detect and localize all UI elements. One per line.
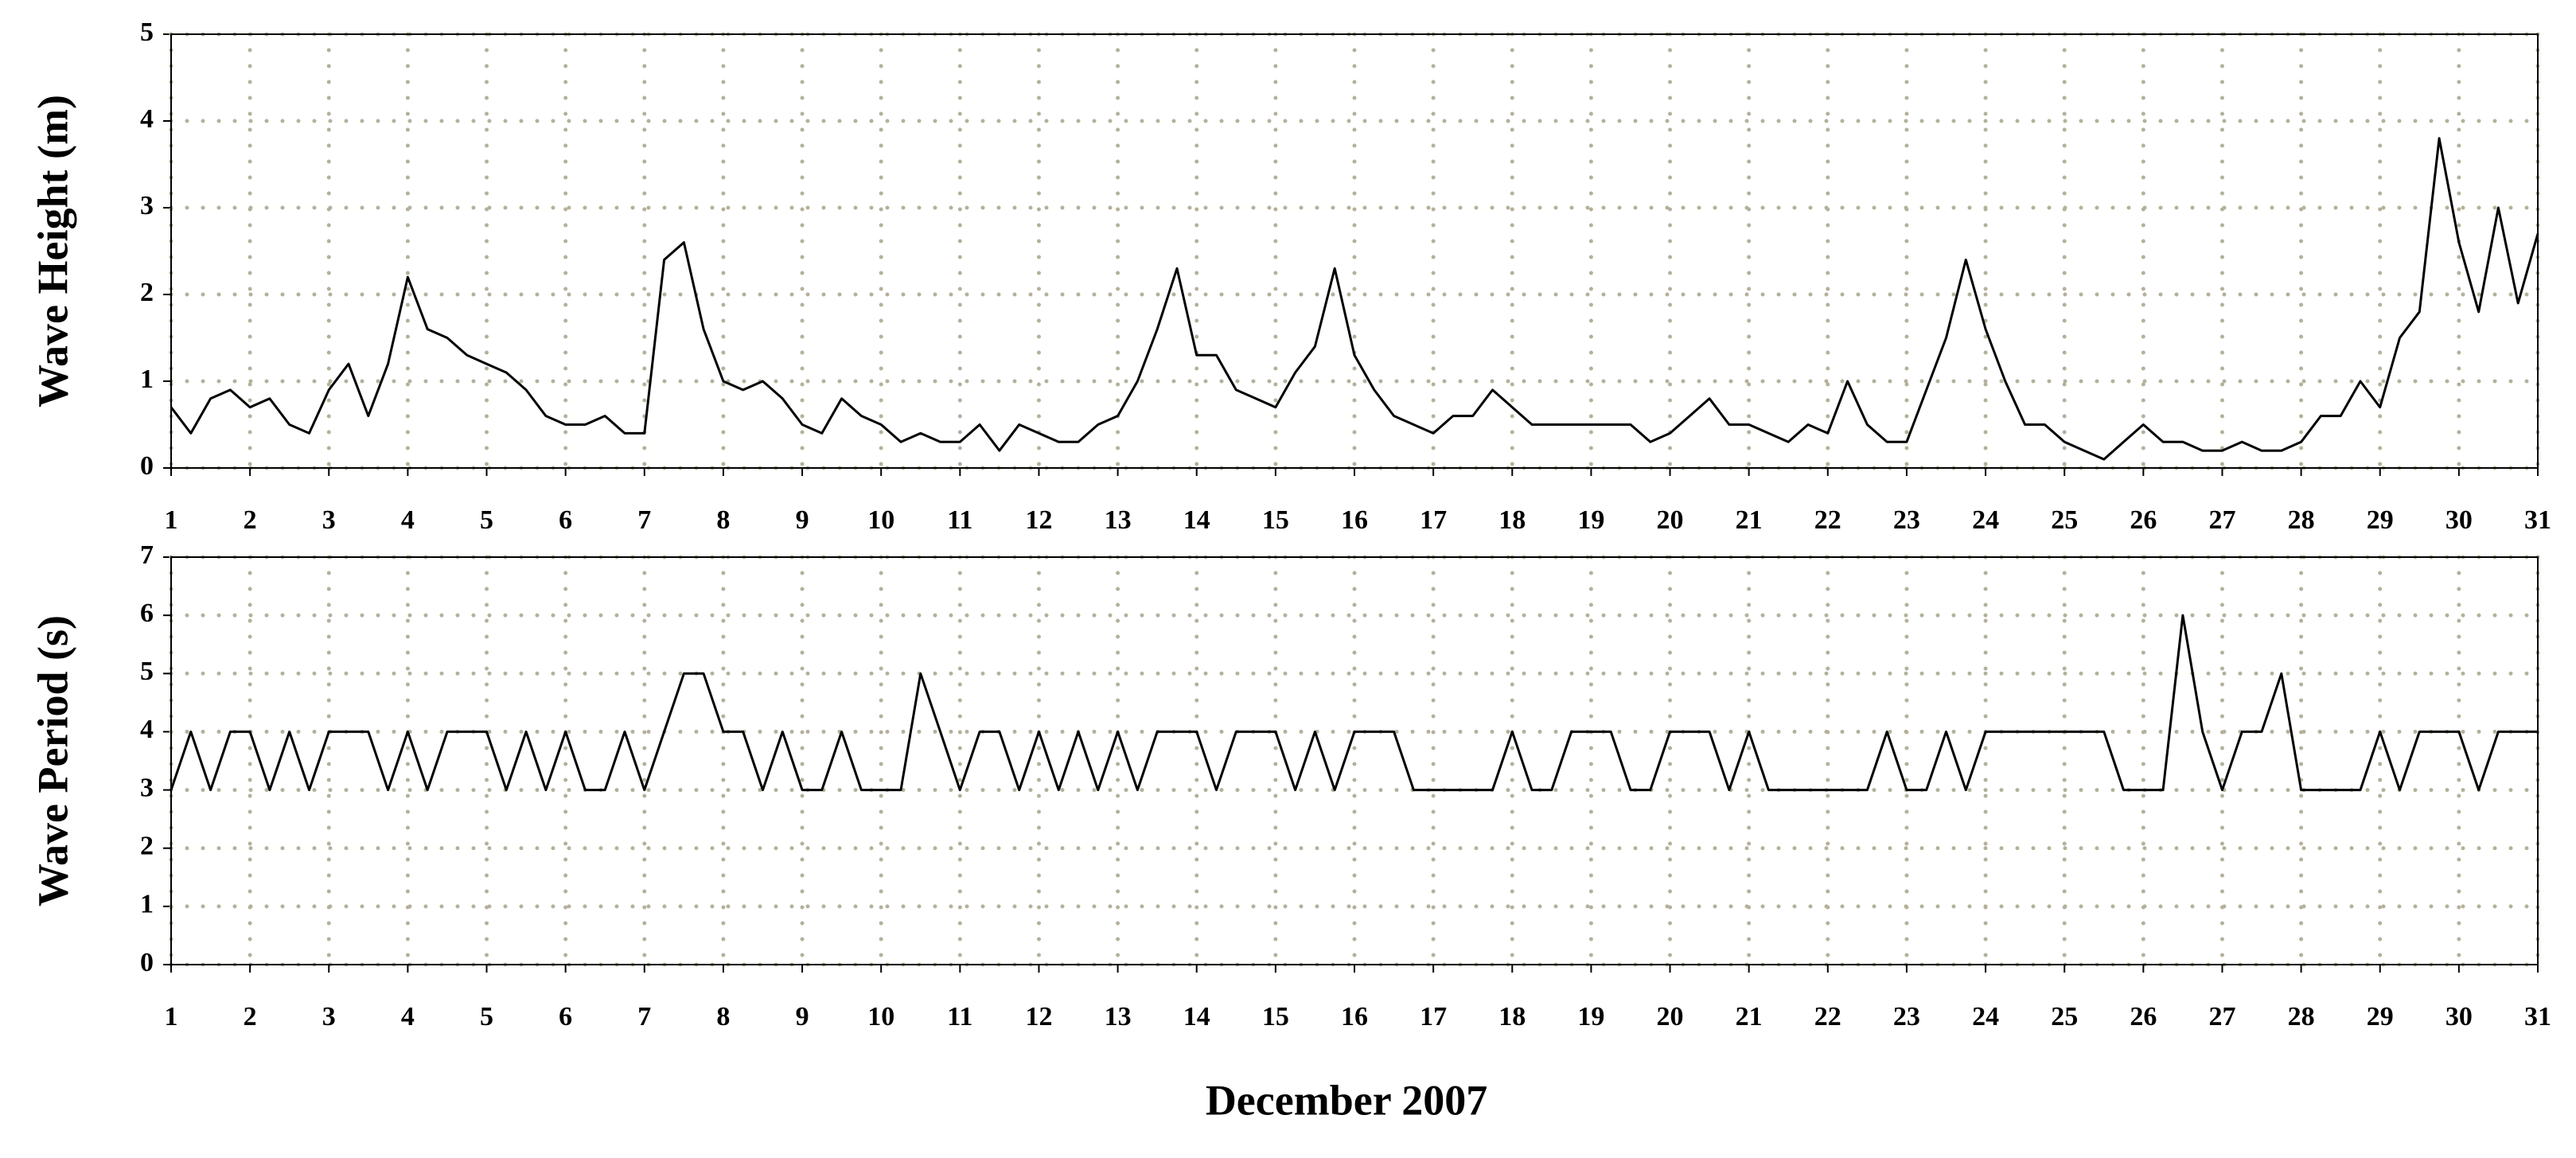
x-axis-label: December 2007 (1206, 1076, 1487, 1124)
x-tick-label: 8 (716, 505, 730, 535)
x-tick-label: 6 (559, 1002, 572, 1031)
y-axis-label: Wave Height (m) (29, 95, 76, 407)
x-tick-label: 10 (867, 1002, 894, 1031)
x-tick-label: 22 (1814, 1002, 1841, 1031)
x-tick-label: 26 (2130, 505, 2157, 535)
x-tick-label: 27 (2208, 505, 2235, 535)
x-tick-label: 17 (1420, 505, 1447, 535)
x-tick-label: 6 (559, 505, 572, 535)
x-tick-label: 28 (2288, 1002, 2315, 1031)
x-tick-label: 9 (796, 505, 809, 535)
x-tick-label: 29 (2367, 1002, 2394, 1031)
x-tick-label: 4 (401, 1002, 415, 1031)
x-tick-label: 25 (2051, 1002, 2078, 1031)
x-tick-label: 5 (480, 1002, 493, 1031)
plot-frame (170, 33, 2539, 469)
x-tick-label: 21 (1736, 1002, 1763, 1031)
y-tick-label: 7 (140, 540, 154, 570)
x-tick-label: 12 (1025, 505, 1052, 535)
y-tick-label: 4 (140, 104, 154, 134)
x-tick-label: 25 (2051, 505, 2078, 535)
x-tick-label: 14 (1183, 505, 1210, 535)
x-tick-label: 10 (867, 505, 894, 535)
x-tick-label: 16 (1341, 1002, 1368, 1031)
x-tick-label: 31 (2524, 1002, 2551, 1031)
y-tick-label: 3 (140, 191, 154, 220)
x-tick-label: 19 (1577, 505, 1604, 535)
x-tick-label: 29 (2367, 505, 2394, 535)
y-tick-label: 4 (140, 715, 154, 744)
x-tick-label: 12 (1025, 1002, 1052, 1031)
x-tick-label: 11 (947, 505, 972, 535)
x-tick-label: 9 (796, 1002, 809, 1031)
x-tick-label: 13 (1105, 1002, 1132, 1031)
y-tick-label: 1 (140, 365, 154, 394)
x-tick-label: 23 (1893, 1002, 1920, 1031)
x-tick-label: 23 (1893, 505, 1920, 535)
x-tick-label: 16 (1341, 505, 1368, 535)
x-tick-label: 24 (1972, 1002, 1999, 1031)
x-tick-label: 5 (480, 505, 493, 535)
x-tick-label: 8 (716, 1002, 730, 1031)
y-tick-label: 2 (140, 278, 154, 307)
x-tick-label: 7 (637, 1002, 651, 1031)
y-tick-label: 5 (140, 18, 154, 47)
y-tick-label: 2 (140, 832, 154, 861)
x-tick-label: 1 (165, 1002, 178, 1031)
x-tick-label: 27 (2208, 1002, 2235, 1031)
x-tick-label: 30 (2445, 1002, 2473, 1031)
x-tick-label: 30 (2445, 505, 2473, 535)
x-tick-label: 7 (637, 505, 651, 535)
y-tick-label: 6 (140, 598, 154, 628)
y-tick-label: 3 (140, 773, 154, 802)
x-tick-label: 17 (1420, 1002, 1447, 1031)
x-tick-label: 28 (2288, 505, 2315, 535)
x-tick-label: 15 (1262, 505, 1289, 535)
x-tick-label: 20 (1657, 505, 1684, 535)
x-tick-label: 4 (401, 505, 415, 535)
x-tick-label: 22 (1814, 505, 1841, 535)
data-line (170, 137, 2539, 461)
y-axis-label: Wave Period (s) (29, 615, 76, 907)
x-tick-label: 13 (1105, 505, 1132, 535)
x-tick-label: 20 (1657, 1002, 1684, 1031)
x-tick-label: 24 (1972, 505, 1999, 535)
data-line (170, 614, 2538, 792)
x-tick-label: 18 (1498, 505, 1526, 535)
x-tick-label: 26 (2130, 1002, 2157, 1031)
x-tick-label: 15 (1262, 1002, 1289, 1031)
y-tick-label: 1 (140, 890, 154, 919)
plot-frame (170, 556, 2539, 965)
x-tick-label: 3 (322, 505, 336, 535)
y-tick-label: 0 (140, 948, 154, 977)
x-tick-label: 2 (244, 505, 257, 535)
x-tick-label: 14 (1183, 1002, 1210, 1031)
y-tick-label: 5 (140, 657, 154, 686)
x-tick-label: 18 (1498, 1002, 1526, 1031)
x-tick-label: 2 (244, 1002, 257, 1031)
x-tick-label: 1 (165, 505, 178, 535)
x-tick-label: 31 (2524, 505, 2551, 535)
y-tick-label: 0 (140, 451, 154, 481)
x-tick-label: 11 (947, 1002, 972, 1031)
x-tick-label: 19 (1577, 1002, 1604, 1031)
x-tick-label: 21 (1736, 505, 1763, 535)
x-tick-label: 3 (322, 1002, 336, 1031)
